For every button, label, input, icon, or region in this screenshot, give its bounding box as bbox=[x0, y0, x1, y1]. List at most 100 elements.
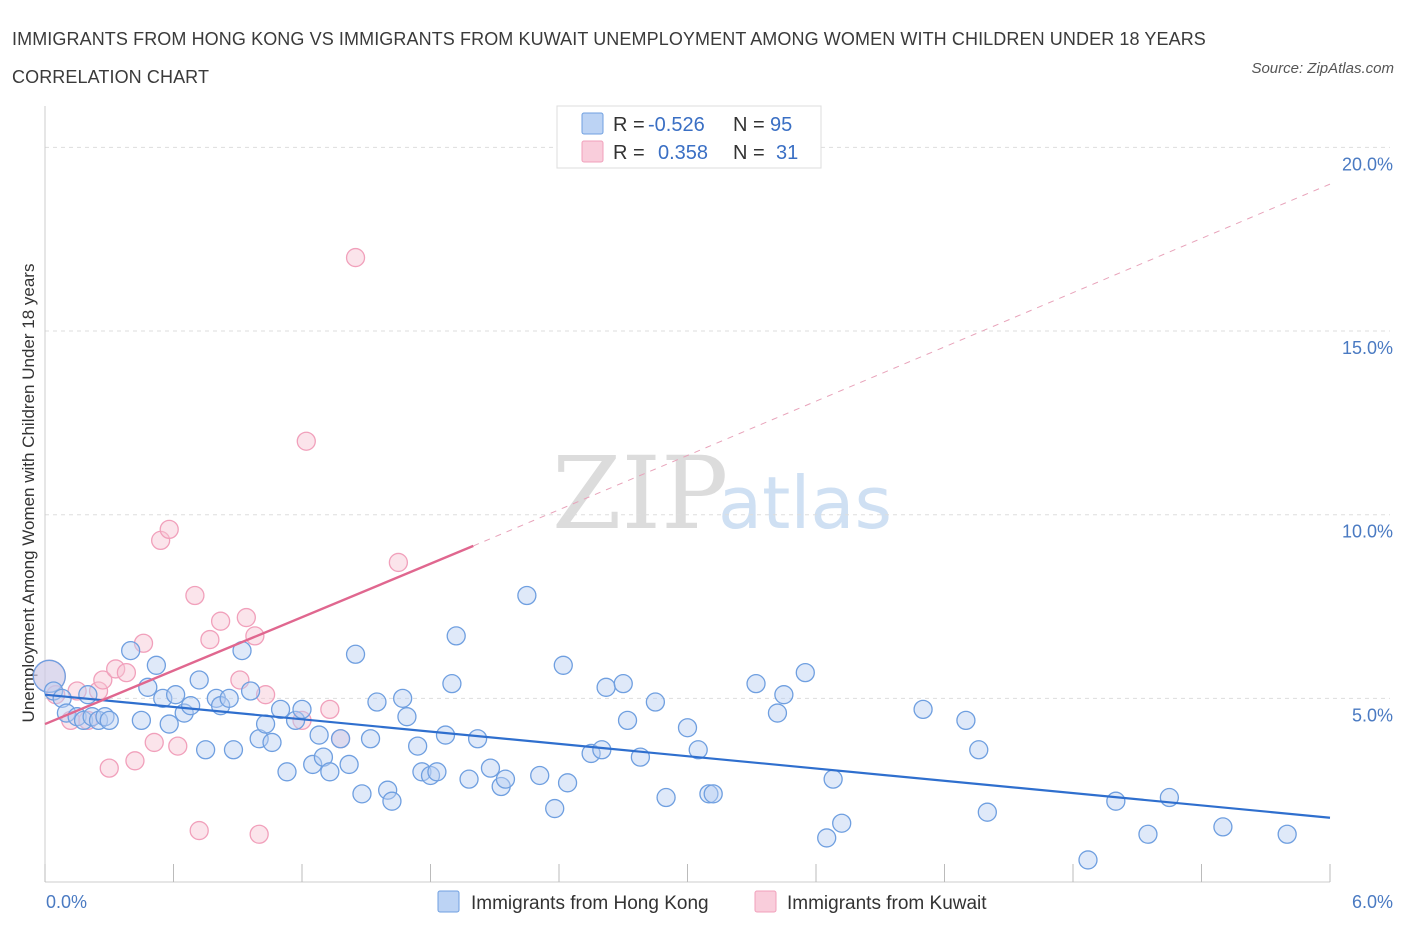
hong-kong-point-73 bbox=[656, 787, 676, 808]
hong-kong-point-0 bbox=[32, 659, 66, 693]
hong-kong-point-34 bbox=[292, 699, 312, 720]
hong-kong-point-12 bbox=[131, 710, 152, 731]
hong-kong-point-2 bbox=[52, 688, 72, 708]
hong-kong-point-79 bbox=[767, 703, 788, 723]
hong-kong-point-19 bbox=[180, 696, 201, 716]
kuwait-point-17 bbox=[189, 820, 209, 841]
x-tick-label-1: 6.0% bbox=[1352, 892, 1393, 912]
legend-swatch-hong-kong bbox=[581, 112, 604, 135]
hong-kong-point-52 bbox=[427, 762, 447, 782]
hong-kong-point-43 bbox=[360, 729, 381, 749]
y-axis-label: Unemployment Among Women with Children U… bbox=[19, 264, 38, 723]
hong-kong-points bbox=[32, 585, 1297, 870]
legend-r-label-hong-kong: R = bbox=[613, 114, 645, 136]
hong-kong-point-56 bbox=[459, 769, 479, 789]
legend-n-label-kuwait: N = bbox=[733, 142, 765, 164]
legend-swatch-kuwait bbox=[581, 140, 604, 163]
hong-kong-point-29 bbox=[255, 714, 276, 734]
legend-n-value-kuwait: 31 bbox=[776, 142, 798, 164]
kuwait-point-18 bbox=[200, 629, 220, 650]
hong-kong-point-6 bbox=[78, 685, 98, 705]
hong-kong-point-75 bbox=[688, 740, 708, 760]
y-tick-labels: 5.0% 10.0% 15.0% 20.0% bbox=[1342, 154, 1393, 725]
hong-kong-point-86 bbox=[956, 710, 976, 731]
hong-kong-point-17 bbox=[165, 685, 186, 705]
bottom-legend-label-hong-kong: Immigrants from Hong Kong bbox=[471, 893, 709, 914]
hong-kong-point-63 bbox=[545, 798, 565, 819]
correlation-legend: R = -0.526 N = 95 R = 0.358 N = 31 bbox=[556, 105, 822, 169]
hong-kong-point-68 bbox=[596, 677, 616, 697]
kuwait-point-30 bbox=[388, 552, 409, 573]
watermark-zip: ZIP bbox=[552, 435, 728, 552]
hong-kong-point-35 bbox=[303, 754, 323, 775]
kuwait-point-16 bbox=[185, 585, 205, 606]
y-tick-label-0: 5.0% bbox=[1352, 705, 1393, 725]
hong-kong-point-62 bbox=[530, 765, 550, 786]
y-tick-label-2: 15.0% bbox=[1342, 338, 1393, 358]
bottom-legend-swatch-kuwait bbox=[754, 890, 777, 913]
kuwait-trend-line bbox=[44, 544, 474, 726]
hong-kong-point-60 bbox=[495, 769, 516, 789]
hong-kong-point-27 bbox=[240, 681, 261, 701]
watermark: ZIP atlas bbox=[552, 435, 892, 552]
hong-kong-point-93 bbox=[1213, 817, 1233, 837]
legend-r-value-hong-kong: -0.526 bbox=[648, 114, 705, 136]
legend-r-value-kuwait: 0.358 bbox=[658, 142, 708, 164]
hong-kong-point-48 bbox=[397, 707, 417, 727]
legend-r-label-kuwait: R = bbox=[613, 142, 645, 164]
kuwait-point-21 bbox=[236, 607, 256, 628]
hong-kong-point-82 bbox=[817, 828, 837, 848]
y-tick-label-3: 20.0% bbox=[1342, 154, 1393, 174]
hong-kong-point-45 bbox=[378, 780, 398, 800]
trend-lines bbox=[44, 183, 1331, 819]
hong-kong-point-90 bbox=[1106, 791, 1126, 811]
hong-kong-point-31 bbox=[270, 699, 291, 720]
hong-kong-point-80 bbox=[774, 685, 794, 705]
hong-kong-point-30 bbox=[262, 732, 282, 753]
hong-kong-point-42 bbox=[352, 784, 372, 804]
kuwait-points bbox=[32, 247, 409, 844]
kuwait-point-8 bbox=[106, 659, 126, 679]
hong-kong-point-53 bbox=[435, 725, 456, 745]
hong-kong-point-84 bbox=[832, 813, 852, 833]
hong-kong-point-36 bbox=[309, 725, 329, 745]
hong-kong-point-11 bbox=[121, 640, 141, 661]
y-tick-label-1: 10.0% bbox=[1342, 522, 1393, 542]
kuwait-point-7 bbox=[99, 758, 119, 778]
hong-kong-point-61 bbox=[517, 585, 537, 606]
hong-kong-point-32 bbox=[277, 762, 297, 782]
kuwait-point-12 bbox=[144, 732, 164, 753]
hong-kong-point-78 bbox=[746, 674, 766, 694]
hong-kong-point-85 bbox=[913, 699, 933, 720]
kuwait-point-29 bbox=[345, 247, 366, 268]
kuwait-point-19 bbox=[210, 611, 231, 631]
hong-kong-point-46 bbox=[382, 791, 402, 811]
hong-kong-point-81 bbox=[795, 662, 815, 683]
hong-kong-point-87 bbox=[969, 740, 989, 760]
hong-kong-point-38 bbox=[320, 762, 340, 782]
bottom-legend-label-kuwait: Immigrants from Kuwait bbox=[787, 893, 987, 914]
hong-kong-point-69 bbox=[613, 674, 633, 694]
hong-kong-point-88 bbox=[977, 802, 997, 822]
hong-kong-point-39 bbox=[330, 729, 351, 749]
series-legend: Immigrants from Hong Kong Immigrants fro… bbox=[437, 890, 987, 914]
hong-kong-point-47 bbox=[393, 688, 413, 708]
kuwait-point-24 bbox=[255, 685, 276, 705]
kuwait-point-9 bbox=[116, 662, 137, 683]
hong-kong-point-83 bbox=[823, 769, 843, 789]
hong-kong-point-24 bbox=[219, 688, 239, 708]
watermark-atlas: atlas bbox=[718, 461, 892, 545]
bottom-legend-swatch-hong-kong bbox=[437, 890, 460, 913]
hong-kong-point-10 bbox=[99, 710, 119, 731]
legend-n-value-hong-kong: 95 bbox=[770, 114, 792, 136]
kuwait-point-14 bbox=[159, 519, 179, 540]
hong-kong-point-65 bbox=[557, 773, 578, 793]
hong-kong-point-49 bbox=[407, 736, 428, 756]
hong-kong-point-57 bbox=[467, 729, 488, 749]
kuwait-point-6 bbox=[93, 670, 113, 690]
axes bbox=[44, 106, 1331, 883]
hong-kong-point-70 bbox=[617, 710, 638, 731]
source-label: Source: ZipAtlas.com bbox=[1251, 60, 1394, 77]
hong-kong-point-76 bbox=[699, 784, 719, 804]
